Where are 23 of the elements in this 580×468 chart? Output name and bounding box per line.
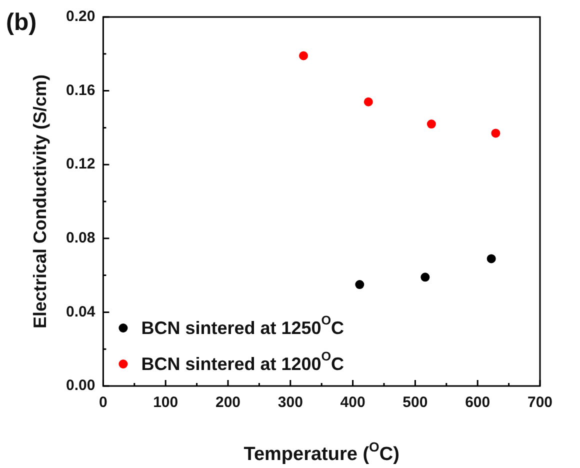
x-tick-label: 600 xyxy=(465,394,490,412)
x-tick-label: 700 xyxy=(527,394,553,412)
text: (b) xyxy=(6,9,37,36)
point xyxy=(426,120,436,129)
y-tick-label: 0.20 xyxy=(66,8,96,26)
y-tick-label: 0.16 xyxy=(66,82,96,99)
x-tick-label: 200 xyxy=(215,394,241,412)
x-tick-label: 0 xyxy=(99,394,108,412)
y-axis-title: Electrical Conductivity (S/cm) xyxy=(30,74,50,329)
y-tick-label: 0.12 xyxy=(66,156,96,173)
x-tick-label: 500 xyxy=(402,394,428,412)
point xyxy=(355,280,364,290)
x-tick-label: 400 xyxy=(340,394,366,412)
point xyxy=(486,254,496,264)
x-tick-label: 100 xyxy=(153,394,178,412)
point xyxy=(299,51,308,60)
x-tick-label: 300 xyxy=(278,394,303,412)
point xyxy=(491,128,500,138)
y-tick-label: 0.04 xyxy=(66,303,96,320)
y-tick-label: 0.00 xyxy=(66,377,96,394)
y-tick-label: 0.08 xyxy=(66,230,96,247)
point xyxy=(364,97,373,106)
point xyxy=(420,272,430,282)
